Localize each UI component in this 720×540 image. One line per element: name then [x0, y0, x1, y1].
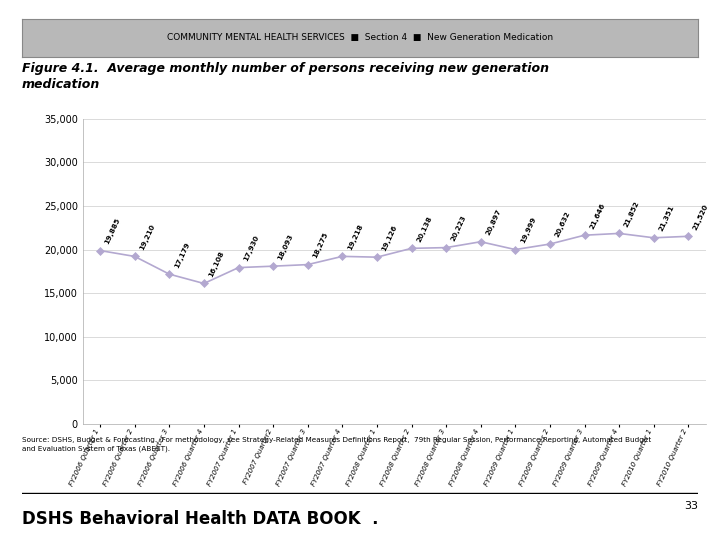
Text: 19,126: 19,126	[381, 224, 398, 252]
Text: 21,520: 21,520	[693, 203, 710, 231]
Text: Figure 4.1.  Average monthly number of persons receiving new generation
medicati: Figure 4.1. Average monthly number of pe…	[22, 62, 549, 91]
Text: 21,351: 21,351	[658, 205, 675, 232]
Text: 21,646: 21,646	[589, 202, 606, 230]
Text: 21,852: 21,852	[624, 200, 641, 228]
Text: 20,632: 20,632	[554, 211, 571, 239]
Text: 18,093: 18,093	[277, 233, 294, 261]
Text: 19,885: 19,885	[104, 217, 122, 245]
Text: 33: 33	[685, 501, 698, 511]
Text: 20,897: 20,897	[485, 208, 502, 236]
Text: DSHS Behavioral Health DATA BOOK  .: DSHS Behavioral Health DATA BOOK .	[22, 510, 378, 529]
Text: 20,223: 20,223	[450, 214, 467, 242]
Text: 19,999: 19,999	[519, 216, 537, 244]
Text: 19,210: 19,210	[139, 223, 156, 251]
Text: Source: DSHS, Budget & Forecasting.  For methodology, see Strategy-Related Measu: Source: DSHS, Budget & Forecasting. For …	[22, 437, 651, 452]
Text: 19,218: 19,218	[346, 223, 364, 251]
Text: 17,930: 17,930	[243, 234, 260, 262]
Text: COMMUNITY MENTAL HEALTH SERVICES  ■  Section 4  ■  New Generation Medication: COMMUNITY MENTAL HEALTH SERVICES ■ Secti…	[167, 33, 553, 42]
Text: 20,138: 20,138	[415, 215, 433, 243]
Text: 18,275: 18,275	[312, 231, 329, 259]
Text: 16,108: 16,108	[208, 250, 225, 278]
Text: 17,179: 17,179	[174, 241, 191, 268]
